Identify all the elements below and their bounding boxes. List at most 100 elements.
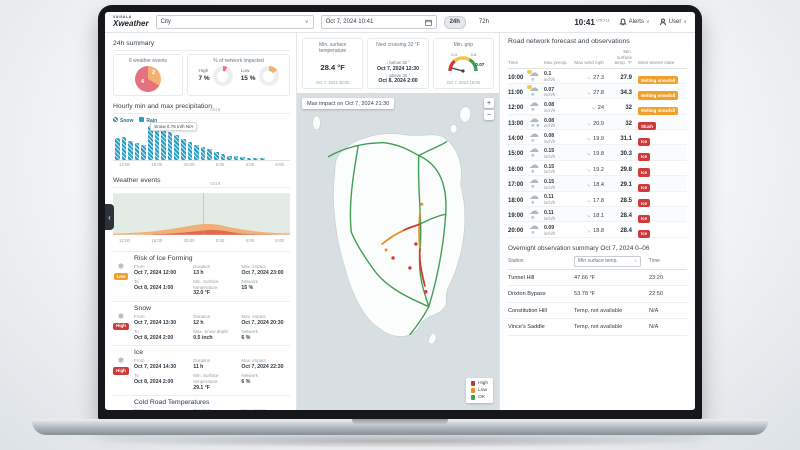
cloud-icon: ☁ xyxy=(529,82,539,94)
snowflake-icon: ❄ xyxy=(531,138,535,144)
precip-bar[interactable] xyxy=(233,156,239,160)
forecast-time: 13:00 xyxy=(508,120,524,127)
precip-bar[interactable] xyxy=(187,142,193,160)
network-high-donut[interactable] xyxy=(212,66,233,86)
card-field: Min. Surface temperature 29.1 °F xyxy=(193,373,219,391)
forecast-wind: → 24 xyxy=(589,104,604,113)
datetime-picker[interactable]: Oct 7, 2024 10:41 xyxy=(320,15,437,29)
col-temp: Min. surface temp. °F xyxy=(614,49,632,65)
grip-gauge: 0.4 0.6 0.07 xyxy=(444,52,484,74)
precip-bar[interactable] xyxy=(128,141,133,160)
zoom-in-button[interactable]: + xyxy=(484,98,494,108)
precip-bar[interactable] xyxy=(240,157,245,160)
forecast-row[interactable]: 13:00 ☁ ❄ ❄ 0.08 inch/h → 20.9 32 Slush xyxy=(508,114,687,131)
precip-bar[interactable] xyxy=(134,143,140,160)
cloud-icon: ☁ xyxy=(529,98,539,110)
high-label: High xyxy=(198,69,209,75)
min-grip-card: Min. grip 0.4 0.6 xyxy=(432,38,494,89)
road-network-map[interactable]: Max impact on Oct 7, 2024 21:30 + − High xyxy=(297,93,499,410)
forecast-precip: 0.15 inch/h xyxy=(544,179,556,190)
precip-bar[interactable] xyxy=(154,126,160,160)
weather-icon: ☁❄❄ xyxy=(527,82,541,97)
state-badge: Melting snowfall xyxy=(638,91,679,100)
network-impacted-label: % of network impacted xyxy=(213,58,264,64)
overnight-row[interactable]: Constitution Hill Temp. not available N/… xyxy=(508,303,687,320)
app-window: VAISALA Xweather City ∨ Oct 7, 2024 10:4… xyxy=(105,12,695,410)
precip-bar[interactable] xyxy=(253,158,259,160)
alerts-menu[interactable]: Alerts ∨ xyxy=(618,18,650,26)
cloud-icon: ☁ xyxy=(529,206,539,218)
zoom-out-button[interactable]: − xyxy=(484,110,494,120)
event-card[interactable]: ❄ High Ice From Oct 7, 2024 14:30 Duration… xyxy=(113,345,290,395)
gauge-tick-high: 0.6 xyxy=(470,52,477,58)
precip-bar[interactable] xyxy=(194,144,199,160)
gauge-arc xyxy=(448,56,479,73)
weather-events-pie[interactable]: 4 2 xyxy=(135,66,161,92)
sidebar-collapse-button[interactable]: ‹ xyxy=(105,204,114,230)
weather-events-chart[interactable] xyxy=(113,191,290,237)
user-menu[interactable]: User ∨ xyxy=(659,18,687,26)
precip-bar[interactable] xyxy=(180,139,186,160)
precip-bar[interactable] xyxy=(161,128,166,160)
snowflake-icon: ❄ xyxy=(531,168,535,174)
event-card[interactable]: Cold Road Temperatures From Duration Max. … xyxy=(113,395,290,410)
card-field: To Oct 8, 2024 1:00 xyxy=(134,279,174,291)
wind-direction-icon: → xyxy=(584,227,593,236)
precip-bar[interactable] xyxy=(207,149,212,160)
station-obs-time: 23:20 xyxy=(649,274,663,281)
legend-item: Low xyxy=(470,388,488,393)
precip-bar[interactable] xyxy=(246,157,252,160)
wind-direction-icon: → xyxy=(589,104,597,113)
x-tick-label: 0:00 xyxy=(215,238,225,243)
forecast-temp: 34.3 xyxy=(620,89,632,96)
snowflake-icon: ❄ xyxy=(117,356,125,366)
min-grip-time: Oct 7, 2024 18:00 xyxy=(446,80,480,85)
map-canvas xyxy=(298,93,498,410)
card-field: Duration 11 h xyxy=(193,358,211,370)
cloud-icon: ☁ xyxy=(529,221,539,233)
col-time: Time xyxy=(508,60,519,65)
precip-bar[interactable] xyxy=(141,144,146,160)
event-card[interactable]: ❄ Low Risk of Ice Forming From Oct 7, 202… xyxy=(113,251,290,301)
overnight-row[interactable]: Vince's Saddle Temp. not available N/A xyxy=(508,319,687,336)
sort-min-surface-temp[interactable]: Min surface temp. ↓ xyxy=(574,255,641,267)
event-card[interactable]: ❄ High Snow From Oct 7, 2024 13:30 Duratio… xyxy=(113,300,290,345)
forecast-precip: 0.08 inch/h xyxy=(544,102,556,113)
precip-bar[interactable] xyxy=(147,126,153,160)
precip-bar[interactable] xyxy=(167,132,173,160)
precip-bar[interactable] xyxy=(115,137,120,160)
snow-swatch xyxy=(113,117,118,122)
forecast-temp: 28.4 xyxy=(620,228,632,235)
precip-bar[interactable] xyxy=(200,146,206,160)
range-72h-button[interactable]: 72h xyxy=(478,19,489,25)
overnight-row[interactable]: Tunnel Hill 47.66 °F 23:20 xyxy=(508,270,687,287)
forecast-wind: → 17.8 xyxy=(584,196,604,205)
precip-bar[interactable] xyxy=(213,151,219,160)
stat-cards: Min. surface temperature 28.4 °F Oct 7, … xyxy=(297,33,499,93)
precip-bar[interactable] xyxy=(260,158,265,160)
brand-logo[interactable]: VAISALA Xweather xyxy=(113,15,149,27)
precip-bar[interactable] xyxy=(121,136,127,160)
col-precip: Max precip. xyxy=(544,60,568,65)
network-low-donut[interactable] xyxy=(258,66,279,86)
min-surface-temp-title: Min. surface temperature xyxy=(319,42,347,55)
station-name: Tunnel Hill xyxy=(508,274,535,281)
precipitation-chart[interactable]: Snow 0.76 in/h N/A xyxy=(113,122,290,161)
city-select[interactable]: City ∨ xyxy=(155,15,314,29)
precip-bar[interactable] xyxy=(220,154,226,160)
precip-bar[interactable] xyxy=(227,155,232,160)
precip-bar[interactable] xyxy=(174,135,179,160)
range-24h-button[interactable]: 24h xyxy=(443,15,466,29)
sort-descending-icon: ↓ xyxy=(634,258,638,265)
overnight-row[interactable]: Drixton Bypass 53.78 °F 22:50 xyxy=(508,286,687,303)
